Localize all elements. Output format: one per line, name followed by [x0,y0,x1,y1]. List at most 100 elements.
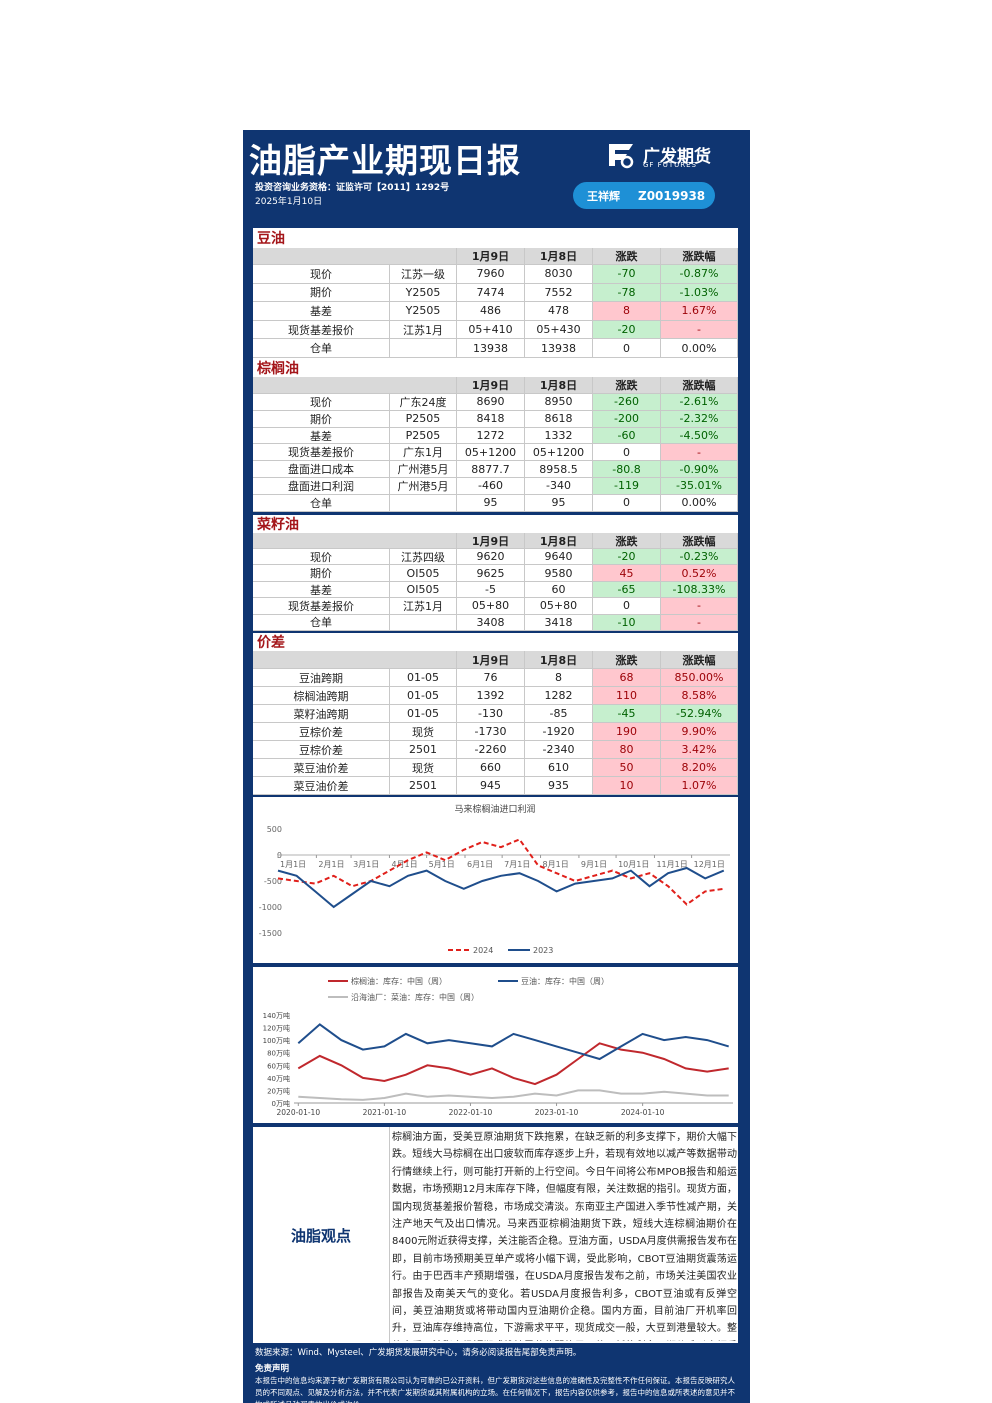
series-line [277,838,724,906]
table-cell: -200 [593,410,661,428]
row-label: 菜豆油价差 [253,777,390,795]
row-label: 豆油跨期 [253,669,390,687]
table-cell: Y2505 [390,283,457,303]
legend-label: 2024 [473,946,493,955]
table-cell: -5 [457,581,525,599]
x-tick-label: 11月1日 [656,860,687,869]
table-cell: 2501 [390,777,457,795]
table-cell: -1920 [525,723,593,741]
table-cell: 9625 [457,565,525,582]
table-cell: 478 [525,302,593,321]
table-cell: 486 [457,302,525,321]
table-cell: -4.50% [661,427,738,445]
viewpoint-text: 棕榈油方面，受美豆原油期货下跌拖累，在缺乏新的利多支撑下，期价大幅下跌。短线大马… [392,1132,737,1341]
table-cell: -0.90% [661,461,738,478]
row-label: 菜籽油跨期 [253,705,390,723]
table-cell: 1332 [525,427,593,445]
y-tick-label: 0万吨 [272,1099,290,1108]
table-cell: 0.00% [661,494,738,512]
x-tick-label: 7月1日 [504,860,530,869]
disclaimer: 本报告中的信息均来源于被广发期货有限公司认为可靠的已公开资料，但广发期货对这些信… [255,1376,735,1403]
chart: 马来棕榈油进口利润 500 0 -500 -1000 -1500 1月1日 2月1日 3月1日 4… [253,797,738,963]
table-cell: 945 [457,777,525,795]
row-label: 现货基差报价 [253,598,390,615]
header-cell: 涨跌幅 [661,377,738,394]
table-cell: -20 [593,549,661,566]
table-cell: -460 [457,478,525,495]
legend-label: 沿海油厂：菜油：库存：中国（周） [351,992,479,1002]
table-cell: 190 [593,723,661,741]
x-tick-label: 2022-01-10 [449,1108,493,1117]
table-cell: 广州港5月 [390,478,457,495]
table-cell: 05+410 [457,320,525,340]
y-tick-label: 80万吨 [267,1049,290,1058]
table-cell: -0.87% [661,265,738,284]
header-cell: 1月8日 [525,248,593,265]
table-cell: 7474 [457,283,525,303]
table-cell: 01-05 [390,669,457,687]
x-tick-label: 9月1日 [581,860,607,869]
y-tick-label: 40万吨 [267,1074,290,1083]
table-cell: 05+80 [457,598,525,615]
table-cell: 01-05 [390,705,457,723]
y-tick-label: 60万吨 [267,1061,290,1070]
analyst-badge: 王祥辉 Z0019938 [573,182,715,209]
table-cell: 80 [593,741,661,759]
table-cell: -119 [593,478,661,495]
x-tick-label: 5月1日 [429,860,455,869]
header-cell: 1月9日 [457,377,525,394]
table-cell: - [661,598,738,615]
table-cell: -80.8 [593,461,661,478]
data-source: 数据来源：Wind、Mysteel、广发期货发展研究中心，请务必阅读报告尾部免责… [255,1348,582,1358]
table-cell: -1730 [457,723,525,741]
row-label: 仓单 [253,614,390,631]
row-label: 仓单 [253,339,390,358]
x-tick-label: 2月1日 [318,860,344,869]
table-cell: 76 [457,669,525,687]
table-cell: -65 [593,581,661,599]
table-cell: 45 [593,565,661,582]
viewpoint-label: 油脂观点 [253,1127,390,1343]
table-cell: P2505 [390,427,457,445]
table-cell: 江苏一级 [390,265,457,284]
logo-icon [609,144,634,169]
y-tick-label: 500 [267,825,282,834]
row-label: 现价 [253,265,390,284]
header-cell: 涨跌幅 [661,248,738,265]
table-cell: P2505 [390,410,457,428]
row-label: 仓单 [253,494,390,512]
y-tick-label: 120万吨 [263,1024,290,1033]
table-cell: - [661,614,738,631]
table-cell: 60 [525,581,593,599]
row-label: 现货基差报价 [253,444,390,462]
x-tick-label: 3月1日 [353,860,379,869]
legend-label: 2023 [533,946,553,955]
table-cell: 0 [593,494,661,512]
table-cell: -1.03% [661,283,738,303]
table-cell: -130 [457,705,525,723]
table-cell: 9640 [525,549,593,566]
table-cell: -0.23% [661,549,738,566]
x-tick-label: 2021-01-10 [363,1108,407,1117]
table-cell: 8690 [457,394,525,411]
table-cell: 50 [593,759,661,777]
table-cell: -10 [593,614,661,631]
report-title: 油脂产业期现日报 [249,141,521,180]
y-tick-label: 140万吨 [263,1011,290,1020]
table-cell: 8418 [457,410,525,428]
row-label: 盘面进口利润 [253,478,390,495]
table-cell: 0 [593,339,661,358]
y-tick-label: 100万吨 [263,1036,290,1045]
table-cell: 660 [457,759,525,777]
table-cell [390,494,457,512]
legend-label: 棕榈油：库存：中国（周） [351,976,447,986]
table-cell: 8950 [525,394,593,411]
table-cell: 8 [525,669,593,687]
table-cell: -20 [593,320,661,340]
row-label: 基差 [253,581,390,599]
chart-title: 马来棕榈油进口利润 [454,803,535,815]
y-tick-label: 20万吨 [267,1086,290,1095]
table-cell: 7552 [525,283,593,303]
table-cell: 0.52% [661,565,738,582]
table-cell: 现货 [390,759,457,777]
